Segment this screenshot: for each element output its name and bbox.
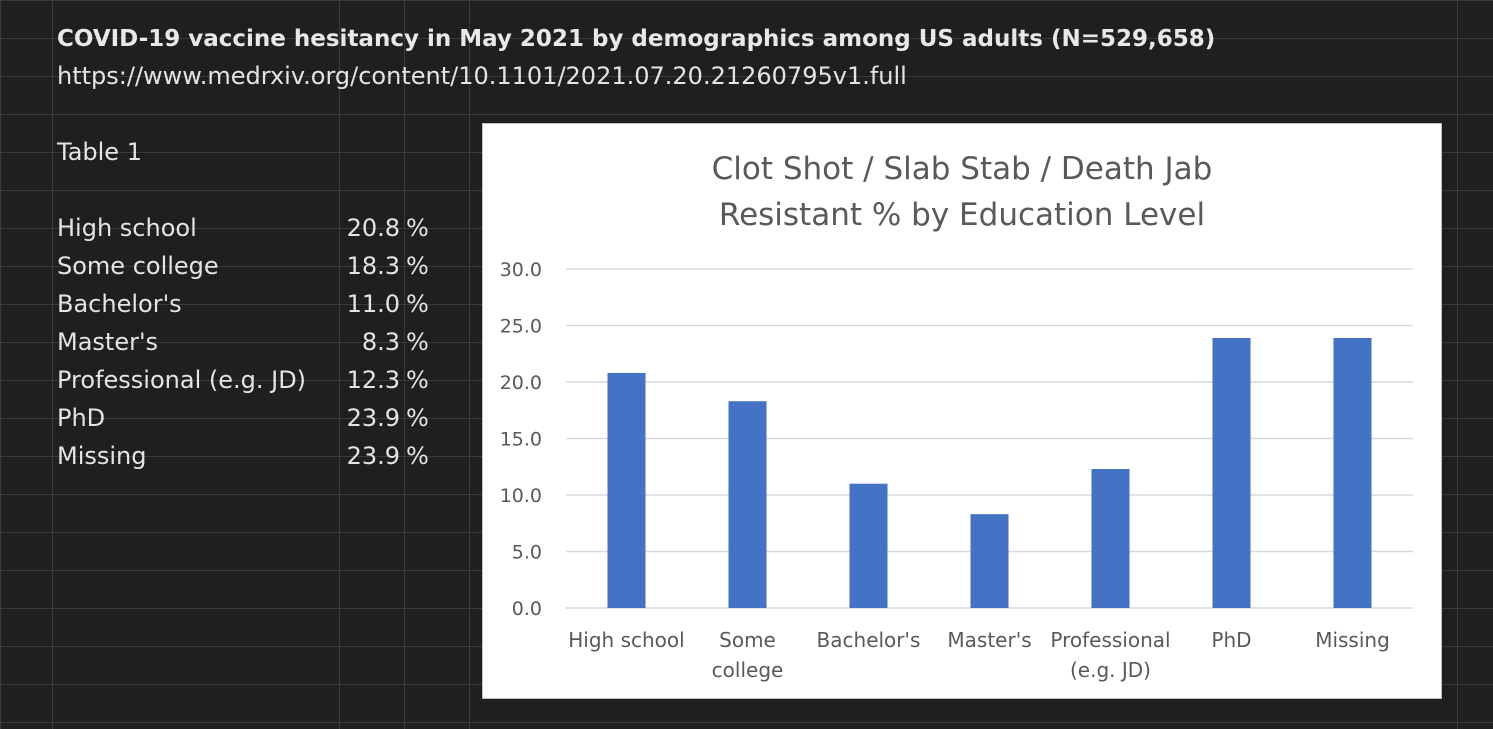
bar <box>607 372 646 608</box>
chart-subtitle: Resistant % by Education Level <box>719 197 1205 233</box>
chart-canvas: Clot Shot / Slab Stab / Death Jab Resista… <box>500 151 1413 682</box>
x-tick-label: college <box>712 658 784 682</box>
sheet-title: COVID-19 vaccine hesitancy in May 2021 b… <box>57 26 1216 52</box>
column-gridline <box>469 0 470 729</box>
x-tick-label: Master's <box>947 628 1031 652</box>
table-row-percent: % <box>406 328 429 356</box>
table-row-value[interactable]: 8.3 <box>361 328 400 356</box>
x-tick-label: Some <box>719 628 776 652</box>
y-tick-label: 20.0 <box>500 372 542 394</box>
source-link[interactable]: https://www.medrxiv.org/content/10.1101/… <box>57 62 907 90</box>
y-tick-label: 0.0 <box>512 598 542 620</box>
table-row-percent: % <box>406 366 429 394</box>
table-row-value[interactable]: 12.3 <box>346 366 400 394</box>
table-row-value[interactable]: 11.0 <box>346 290 400 318</box>
column-gridline <box>339 0 340 729</box>
bar-chart[interactable]: Clot Shot / Slab Stab / Death Jab Resista… <box>482 123 1442 699</box>
x-tick-label: Missing <box>1315 628 1390 652</box>
table-row-value[interactable]: 23.9 <box>346 404 400 432</box>
x-tick-label: High school <box>568 628 684 652</box>
bar <box>970 514 1009 608</box>
table-row-percent: % <box>406 404 429 432</box>
table-row-label[interactable]: Professional (e.g. JD) <box>57 366 307 394</box>
chart-title: Clot Shot / Slab Stab / Death Jab <box>712 151 1213 187</box>
x-tick-label: Professional <box>1050 628 1170 652</box>
x-tick-label: Bachelor's <box>817 628 921 652</box>
table-row-label[interactable]: Some college <box>57 252 219 280</box>
bar <box>1212 337 1251 608</box>
table-row-label[interactable]: High school <box>57 214 197 242</box>
table-row-label[interactable]: PhD <box>57 404 106 432</box>
table-row-label[interactable]: Bachelor's <box>57 290 182 318</box>
table-row-percent: % <box>406 214 429 242</box>
table-row-percent: % <box>406 290 429 318</box>
table-row-percent: % <box>406 442 429 470</box>
table-row-label[interactable]: Master's <box>57 328 159 356</box>
y-tick-label: 10.0 <box>500 485 542 507</box>
bar <box>849 483 888 608</box>
bar <box>1091 469 1130 608</box>
column-gridline <box>1457 0 1458 729</box>
table-row-percent: % <box>406 252 429 280</box>
y-tick-label: 5.0 <box>512 542 542 564</box>
table-row-value[interactable]: 18.3 <box>346 252 400 280</box>
y-tick-label: 25.0 <box>500 316 542 338</box>
table-label: Table 1 <box>57 138 142 166</box>
bar <box>728 401 767 608</box>
column-gridline <box>52 0 53 729</box>
table-row-label[interactable]: Missing <box>57 442 147 470</box>
y-tick-label: 30.0 <box>500 259 542 281</box>
x-tick-label: (e.g. JD) <box>1070 658 1151 682</box>
table-row-value[interactable]: 23.9 <box>346 442 400 470</box>
x-tick-label: PhD <box>1211 628 1251 652</box>
column-gridline <box>404 0 405 729</box>
bar <box>1333 337 1372 608</box>
table-row-value[interactable]: 20.8 <box>346 214 400 242</box>
y-tick-label: 15.0 <box>500 429 542 451</box>
